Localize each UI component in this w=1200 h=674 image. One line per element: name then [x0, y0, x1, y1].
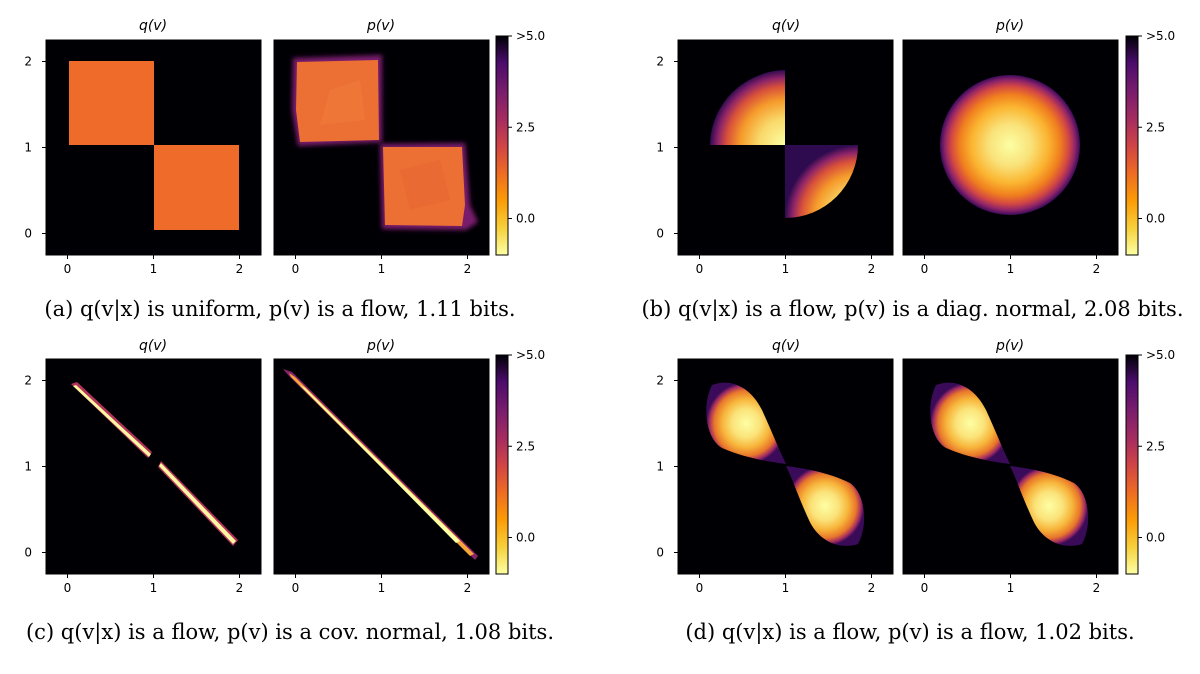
x-tick-label: 2: [1093, 262, 1101, 276]
colorbar-tick-label: >5.0: [1146, 29, 1175, 43]
x-tick-label: 0: [64, 581, 72, 595]
axes-layer: 0 1 2 0 1 2 0 1 2 0.0 2.5 >5.0 0 1 2 0 1 2 0 1 2 0.0 2.5 >5.0 0 1…: [24, 29, 1175, 595]
colorbar: [1125, 35, 1139, 256]
heatmap-panel-q: [678, 40, 893, 255]
y-tick-label: 1: [656, 141, 664, 155]
heatmap-panel-p: [274, 359, 489, 574]
colorbar-tick-label: 2.5: [516, 439, 535, 453]
density-square: [154, 145, 239, 230]
panel-title: p(v): [366, 338, 395, 354]
x-tick-label: 1: [1007, 581, 1015, 595]
x-tick-label: 2: [236, 581, 244, 595]
panel-title: p(v): [995, 338, 1024, 354]
subfigure-b: q(v) p(v): [678, 18, 1118, 255]
density-blob: [930, 382, 1010, 464]
panel-title: q(v): [772, 18, 800, 34]
panel-title: q(v): [772, 338, 800, 354]
caption-c: (c) q(v|x) is a flow, p(v) is a cov. nor…: [25, 620, 554, 644]
y-tick-label: 2: [24, 55, 32, 69]
normal-disc: [940, 75, 1080, 215]
y-tick-label: 0: [656, 227, 664, 241]
x-tick-label: 2: [464, 262, 472, 276]
x-tick-label: 1: [150, 262, 158, 276]
colorbar-tick-label: >5.0: [516, 29, 545, 43]
subfigure-d: q(v) p(v): [678, 338, 1118, 574]
y-tick-label: 2: [24, 374, 32, 388]
y-tick-label: 0: [24, 546, 32, 560]
x-tick-label: 0: [921, 581, 929, 595]
quarter-disc: [785, 145, 858, 218]
x-tick-label: 1: [150, 581, 158, 595]
heatmap-panel-q: [678, 359, 893, 574]
panel-title: q(v): [139, 18, 167, 34]
heatmap-panel-p: [903, 40, 1118, 255]
x-tick-label: 1: [378, 262, 386, 276]
caption-a: (a) q(v|x) is uniform, p(v) is a flow, 1…: [44, 297, 516, 321]
x-tick-label: 2: [868, 262, 876, 276]
y-tick-label: 0: [24, 227, 32, 241]
colorbar: [495, 354, 509, 575]
plot-area: [46, 359, 261, 574]
x-tick-label: 0: [292, 581, 300, 595]
subfigure-a: q(v) p(v): [46, 18, 489, 255]
colorbar-tick-label: >5.0: [1146, 348, 1175, 362]
colorbar: [1125, 354, 1139, 575]
x-tick-label: 2: [1093, 581, 1101, 595]
panel-title: p(v): [995, 18, 1024, 34]
x-tick-label: 1: [378, 581, 386, 595]
x-tick-label: 2: [464, 581, 472, 595]
y-tick-label: 1: [24, 141, 32, 155]
heatmap-panel-p: [274, 40, 489, 255]
heatmap-panel-q: [46, 40, 261, 255]
y-tick-label: 2: [656, 55, 664, 69]
panel-title: p(v): [366, 18, 395, 34]
x-tick-label: 2: [236, 262, 244, 276]
caption-d: (d) q(v|x) is a flow, p(v) is a flow, 1.…: [685, 620, 1135, 644]
colorbar-tick-label: 2.5: [1146, 120, 1165, 134]
caption-b: (b) q(v|x) is a flow, p(v) is a diag. no…: [641, 297, 1184, 321]
density-blob: [706, 382, 786, 464]
colorbar-tick-label: 0.0: [516, 212, 535, 226]
x-tick-label: 0: [64, 262, 72, 276]
density-blob: [1010, 466, 1089, 546]
density-blob: [786, 466, 865, 546]
heatmap-panel-q: [46, 359, 261, 574]
y-tick-label: 0: [656, 546, 664, 560]
density-square: [69, 61, 154, 145]
x-tick-label: 0: [921, 262, 929, 276]
x-tick-label: 1: [782, 262, 790, 276]
x-tick-label: 0: [292, 262, 300, 276]
quarter-disc: [710, 70, 785, 145]
colorbar-tick-label: 0.0: [1146, 212, 1165, 226]
x-tick-label: 0: [696, 581, 704, 595]
colorbar: [495, 35, 509, 256]
heatmap-panel-p: [903, 359, 1118, 574]
x-tick-label: 0: [696, 262, 704, 276]
subfigure-c: q(v) p(v): [46, 338, 489, 574]
colorbar-tick-label: 0.0: [1146, 531, 1165, 545]
y-tick-label: 2: [656, 374, 664, 388]
x-tick-label: 1: [1007, 262, 1015, 276]
colorbar-tick-label: 0.0: [516, 531, 535, 545]
colorbar-tick-label: 2.5: [516, 120, 535, 134]
x-tick-label: 1: [782, 581, 790, 595]
colorbar-tick-label: >5.0: [516, 348, 545, 362]
colorbar-tick-label: 2.5: [1146, 439, 1165, 453]
panel-title: q(v): [139, 338, 167, 354]
y-tick-label: 1: [24, 460, 32, 474]
y-tick-label: 1: [656, 460, 664, 474]
x-tick-label: 2: [868, 581, 876, 595]
